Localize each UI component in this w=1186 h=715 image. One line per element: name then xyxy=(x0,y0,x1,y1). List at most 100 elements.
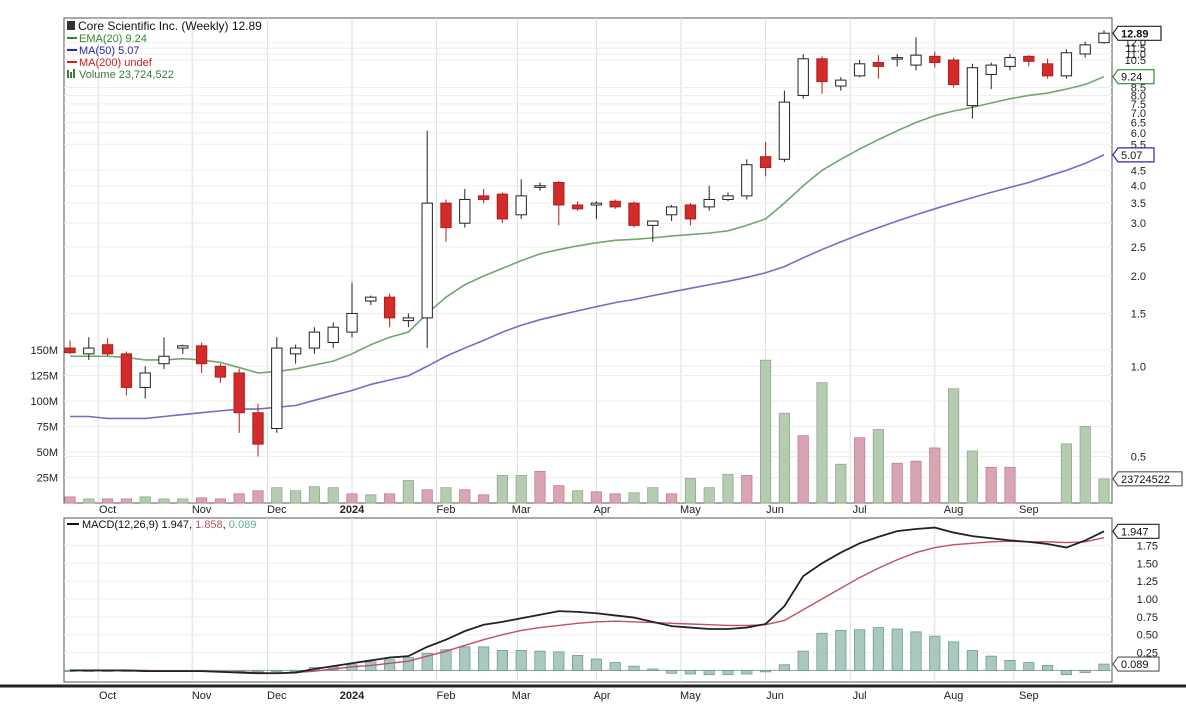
price-tick-label: 0.5 xyxy=(1131,452,1146,464)
candle-body xyxy=(872,62,885,67)
volume-bar xyxy=(64,496,76,504)
candle-body xyxy=(214,365,227,378)
macd-histogram-bar xyxy=(666,670,678,674)
macd-histogram-bar xyxy=(891,628,903,671)
macd-histogram-bar xyxy=(910,631,922,671)
macd-histogram-bar xyxy=(478,646,490,671)
volume-bar xyxy=(196,497,208,504)
legend-entry: MA(200) undef xyxy=(79,57,153,69)
macd-legend: MACD(12,26,9) 1.947, 1.858, 0.089 xyxy=(82,519,256,531)
volume-bar xyxy=(459,489,471,504)
macd-histogram-bar xyxy=(609,662,621,671)
macd-histogram-bar xyxy=(966,650,978,671)
price-tick-label: 11.0 xyxy=(1125,49,1146,61)
chart-title: Core Scientific Inc. (Weekly) 12.89 xyxy=(78,19,262,33)
macd-tick-label: 1.75 xyxy=(1137,540,1158,552)
candle-body xyxy=(1098,32,1110,44)
volume-tick-label: 100M xyxy=(30,396,58,408)
candle-body xyxy=(496,193,509,220)
x-tick-label: Mar xyxy=(512,504,531,516)
legend-entry: EMA(20) 9.24 xyxy=(79,33,147,45)
macd-histogram-bar xyxy=(797,650,809,671)
macd-x-tick-label: Sep xyxy=(1019,690,1039,702)
volume-bar xyxy=(741,475,753,504)
macd-histogram-bar xyxy=(402,657,414,671)
macd-x-tick-label: May xyxy=(680,690,701,702)
candle-body xyxy=(534,185,546,188)
volume-tick-label: 50M xyxy=(37,447,58,459)
candle-body xyxy=(966,67,979,107)
price-tick-label: 7.5 xyxy=(1131,99,1146,111)
legend-entry: MA(50) 5.07 xyxy=(79,45,140,57)
candle-body xyxy=(383,296,396,319)
legend-swatch xyxy=(73,69,75,78)
macd-histogram-bar xyxy=(440,649,452,671)
macd-histogram-bar xyxy=(684,670,696,675)
ma50-value-tag: 5.07 xyxy=(1121,150,1142,162)
price-tick-label: 7.0 xyxy=(1131,108,1146,120)
macd-histogram-bar xyxy=(703,670,715,676)
volume-bar xyxy=(1098,478,1110,504)
volume-bar xyxy=(835,463,847,504)
ema-value-tag-box xyxy=(1112,69,1155,85)
volume-bar xyxy=(402,480,414,504)
candle-body xyxy=(590,202,603,206)
macd-histogram-bar xyxy=(421,652,433,671)
candle-body xyxy=(741,164,753,197)
x-tick-label: Oct xyxy=(99,504,116,516)
macd-tick-label: 0.75 xyxy=(1137,612,1158,624)
price-tick-label: 6.5 xyxy=(1131,117,1146,129)
macd-x-tick-label: Apr xyxy=(593,690,610,702)
volume-bar xyxy=(139,496,151,504)
macd-histogram-bar xyxy=(854,629,866,671)
legend-swatch xyxy=(67,70,69,78)
price-tick-label: 8.0 xyxy=(1131,90,1146,102)
x-tick-label: 2024 xyxy=(340,504,365,516)
macd-histogram-bar xyxy=(459,646,471,671)
ema20-line xyxy=(70,75,1105,374)
volume-bar xyxy=(384,493,396,504)
macd-tick-label: 1.25 xyxy=(1137,576,1158,588)
candle-body xyxy=(929,55,941,64)
macd-x-tick-label: Nov xyxy=(192,690,212,702)
candle-body xyxy=(647,220,659,226)
candle-body xyxy=(816,58,828,83)
macd-histogram-bar xyxy=(496,650,508,671)
last-price-tag-box xyxy=(1112,25,1162,41)
x-tick-label: May xyxy=(680,504,701,516)
candle-body xyxy=(195,345,208,365)
macd-hist-value-tag: 0.089 xyxy=(1121,659,1149,671)
candle-body xyxy=(722,195,734,200)
candle-body xyxy=(139,372,151,388)
candle-body xyxy=(515,195,527,216)
price-panel-frame xyxy=(63,17,1113,504)
volume-bar xyxy=(891,462,903,504)
macd-value-tag-box xyxy=(1112,523,1160,539)
volume-bar xyxy=(966,450,978,504)
volume-bar xyxy=(327,487,339,504)
candle-body xyxy=(1060,52,1073,77)
volume-bar xyxy=(985,466,997,504)
legend-swatch xyxy=(70,72,72,78)
macd-histogram-bar xyxy=(590,658,602,671)
macd-histogram-bar xyxy=(835,630,847,671)
volume-bar xyxy=(290,490,302,504)
macd-histogram-bar xyxy=(647,668,659,671)
macd-histogram-bar xyxy=(1023,662,1035,671)
price-tick-label: 11.5 xyxy=(1125,43,1146,55)
candle-body xyxy=(703,198,715,208)
candle-body xyxy=(910,54,922,66)
candle-body xyxy=(1004,57,1016,67)
price-tick-label: 3.0 xyxy=(1131,218,1146,230)
macd-histogram-bar xyxy=(760,670,772,673)
volume-bar xyxy=(308,486,320,504)
volume-bar xyxy=(948,388,960,504)
volume-tick-label: 75M xyxy=(37,422,58,434)
price-tick-label: 10.5 xyxy=(1125,55,1146,67)
volume-value-tag: 23724522 xyxy=(1121,474,1170,486)
candle-body xyxy=(101,344,114,355)
volume-bar xyxy=(440,487,452,504)
price-tick-label: 2.5 xyxy=(1131,242,1146,254)
candle-body xyxy=(327,326,339,344)
